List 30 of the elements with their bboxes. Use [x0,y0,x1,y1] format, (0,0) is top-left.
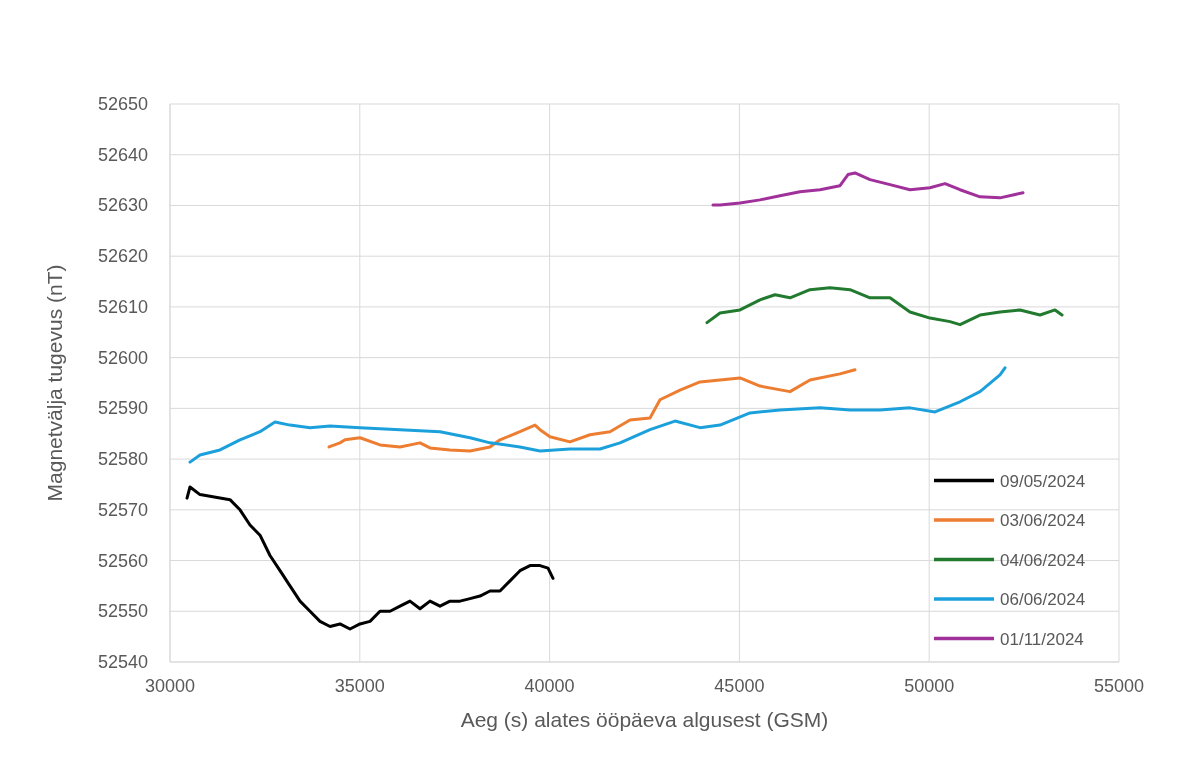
y-tick-label: 52640 [97,144,148,165]
y-tick-label: 52620 [97,246,148,267]
y-tick-label: 52630 [97,195,148,216]
legend-label: 09/05/2024 [1000,471,1086,491]
x-tick-label: 40000 [524,676,575,696]
legend-label: 03/06/2024 [1000,511,1086,530]
legend-label: 06/06/2024 [1000,590,1086,609]
legend-label: 01/11/2024 [1000,629,1084,649]
y-axis-title: Magnetvälja tugevus (nT) [43,264,66,502]
y-tick-label: 52550 [97,601,148,622]
line-series [705,286,1064,327]
line-series [188,366,1007,464]
legend-label: 04/06/2024 [1000,550,1086,570]
y-tick-label: 52590 [97,398,148,419]
x-tick-label: 45000 [714,676,765,696]
x-tick-label: 55000 [1093,676,1145,696]
y-tick-label: 52610 [97,296,148,317]
x-tick-label: 50000 [904,676,955,696]
y-tick-label: 52560 [97,550,148,571]
y-tick-label: 52650 [97,94,148,114]
x-axis-title: Aeg (s) alates ööpäeva algusest (GSM) [460,708,829,731]
y-tick-label: 52540 [97,652,148,672]
y-tick-label: 52600 [97,347,148,368]
line-series [711,171,1025,207]
x-tick-label: 35000 [334,676,385,696]
y-tick-label: 52580 [97,449,148,470]
x-tick-label: 30000 [144,676,196,696]
line-series [185,485,555,631]
y-tick-label: 52570 [97,499,148,520]
line-series [327,368,857,453]
